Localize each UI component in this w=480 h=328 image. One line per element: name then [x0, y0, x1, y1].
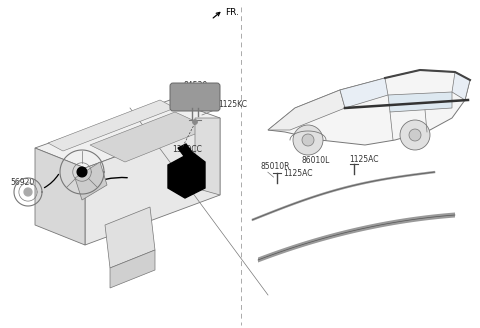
- Polygon shape: [110, 250, 155, 288]
- Circle shape: [293, 125, 323, 155]
- Polygon shape: [268, 70, 470, 145]
- Polygon shape: [178, 144, 192, 156]
- Polygon shape: [258, 213, 455, 262]
- Text: FR.: FR.: [225, 8, 239, 17]
- Circle shape: [302, 134, 314, 146]
- Circle shape: [400, 120, 430, 150]
- Circle shape: [409, 129, 421, 141]
- Text: 85010R: 85010R: [260, 162, 289, 171]
- Polygon shape: [452, 72, 470, 100]
- Circle shape: [77, 167, 87, 177]
- Text: 1125KC: 1125KC: [218, 100, 247, 109]
- Polygon shape: [24, 188, 32, 196]
- Polygon shape: [35, 100, 220, 168]
- Polygon shape: [48, 100, 175, 151]
- Polygon shape: [75, 162, 107, 200]
- Polygon shape: [105, 207, 155, 268]
- FancyBboxPatch shape: [170, 83, 220, 111]
- Polygon shape: [340, 78, 388, 108]
- Text: 84530: 84530: [183, 81, 207, 90]
- Polygon shape: [90, 112, 210, 162]
- Polygon shape: [168, 152, 205, 198]
- Polygon shape: [85, 118, 220, 245]
- Text: 86010L: 86010L: [301, 156, 330, 165]
- Polygon shape: [195, 118, 220, 195]
- Circle shape: [192, 119, 197, 125]
- Text: 1125AC: 1125AC: [283, 170, 312, 178]
- Text: 1339CC: 1339CC: [172, 145, 202, 154]
- Polygon shape: [35, 148, 85, 245]
- Text: 56920: 56920: [10, 178, 34, 187]
- Polygon shape: [268, 90, 345, 130]
- Text: 1125AC: 1125AC: [349, 155, 379, 164]
- Polygon shape: [252, 171, 435, 221]
- Polygon shape: [388, 92, 452, 112]
